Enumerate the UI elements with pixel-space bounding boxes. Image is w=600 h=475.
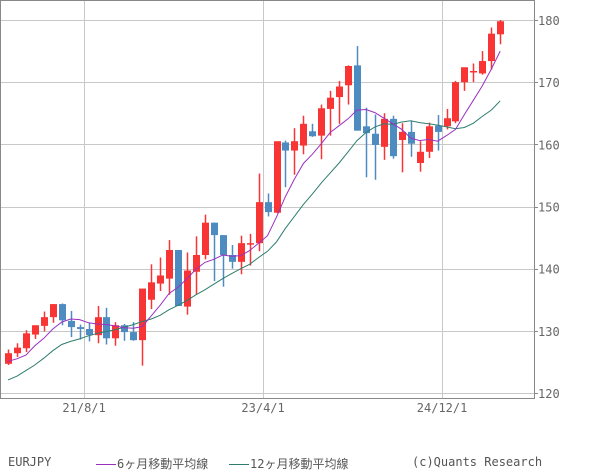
legend-ma6: 6ヶ月移動平均線 — [96, 455, 208, 472]
legend-symbol: EURJPY — [8, 455, 51, 469]
svg-text:120: 120 — [538, 387, 560, 401]
ma6-swatch — [96, 464, 116, 465]
y-axis-labels: 120 130 140 150 160 170 180 — [534, 14, 560, 401]
svg-text:21/8/1: 21/8/1 — [62, 401, 105, 415]
symbol-label: EURJPY — [8, 455, 52, 469]
ma12-label: 12ヶ月移動平均線 — [250, 457, 349, 471]
ma6-line — [7, 50, 501, 362]
x-axis-labels: 21/8/1 23/4/1 24/12/1 — [62, 401, 467, 415]
copyright-text: (c)Quants Research — [412, 455, 543, 469]
ma12-line — [7, 100, 501, 381]
candlestick-chart: 120 130 140 150 160 170 180 21/8/1 23/4/1 24/12/… — [0, 0, 560, 415]
svg-text:130: 130 — [538, 325, 560, 339]
ma12-swatch — [229, 464, 249, 465]
svg-text:170: 170 — [538, 76, 560, 90]
legend-ma12: 12ヶ月移動平均線 — [229, 455, 348, 472]
svg-text:140: 140 — [538, 263, 560, 277]
plot-frame — [0, 0, 535, 399]
ma6-label: 6ヶ月移動平均線 — [117, 457, 209, 471]
candles — [5, 20, 504, 366]
copyright: (c)Quants Research — [412, 455, 542, 469]
svg-text:23/4/1: 23/4/1 — [241, 401, 284, 415]
svg-text:180: 180 — [538, 14, 560, 28]
svg-text:160: 160 — [538, 138, 560, 152]
svg-text:150: 150 — [538, 201, 560, 215]
svg-text:24/12/1: 24/12/1 — [417, 401, 468, 415]
